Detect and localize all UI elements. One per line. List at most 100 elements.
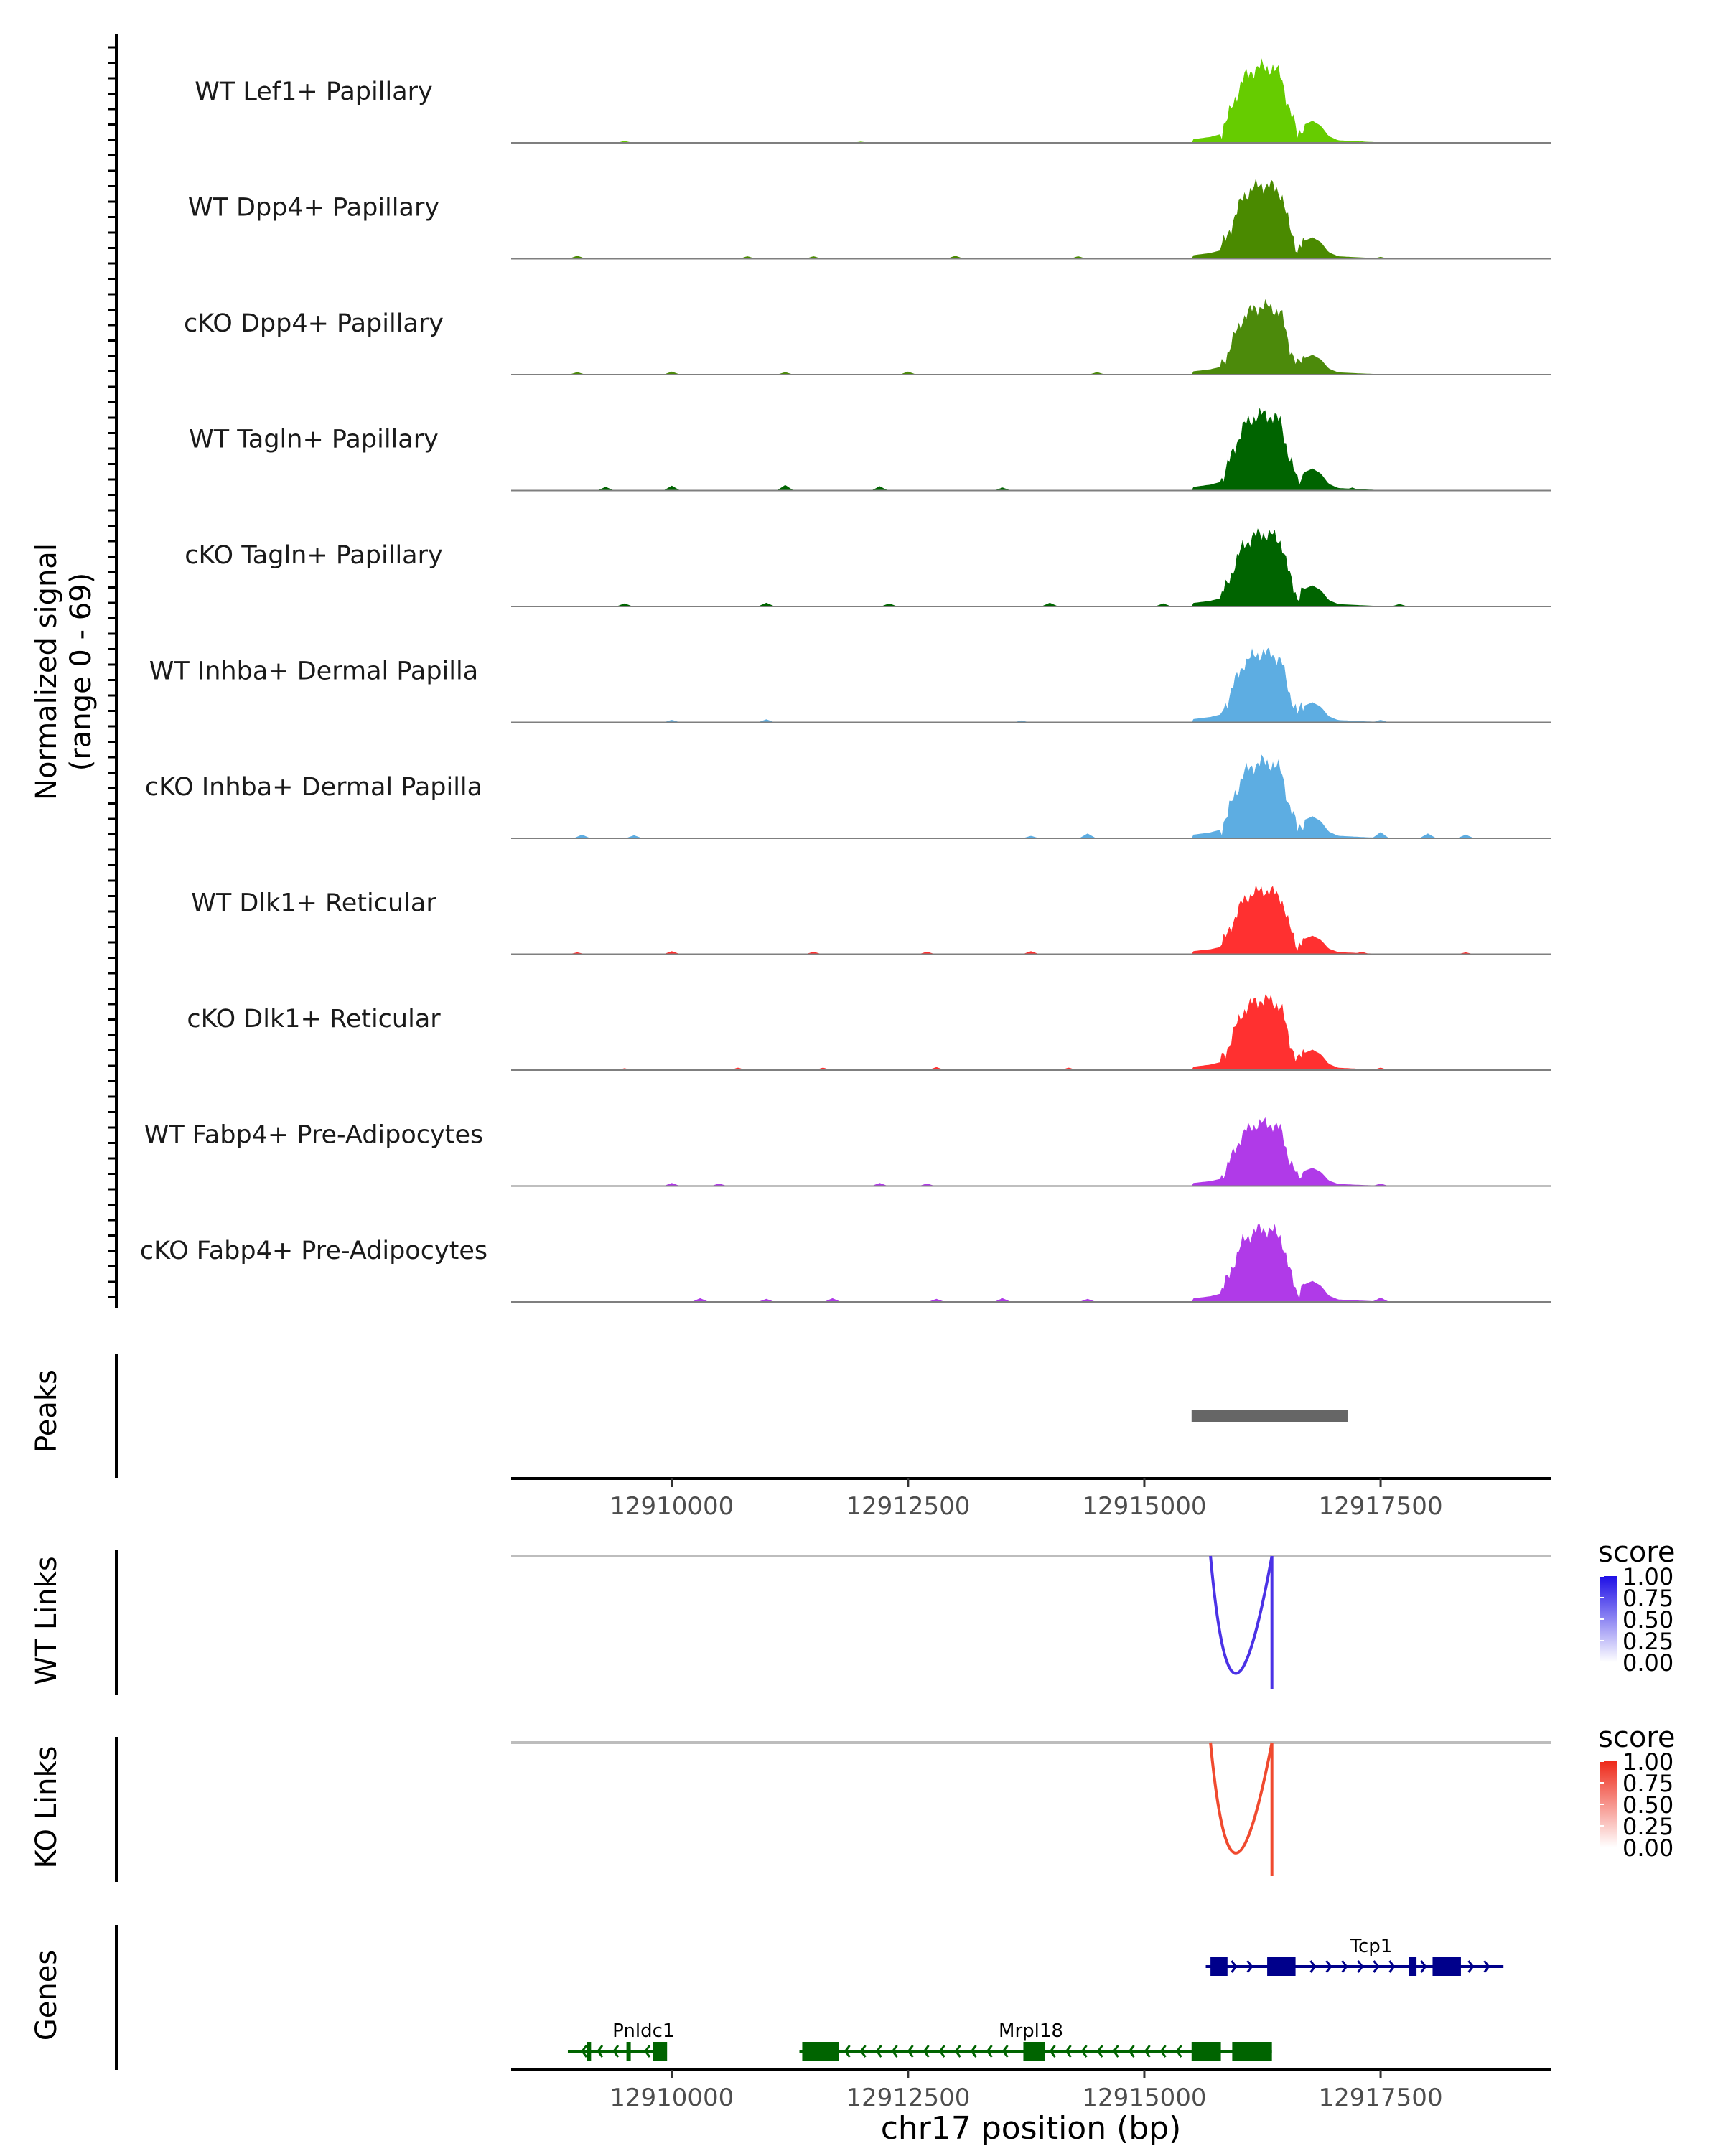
- strand-arrow: [644, 2045, 651, 2058]
- strand-arrow: [891, 2045, 898, 2058]
- gene: Pnldc1: [567, 2020, 674, 2061]
- strand-arrow: [1159, 2045, 1167, 2058]
- xaxis-tick-label: 12917500: [1319, 1492, 1443, 1521]
- track-label: cKO Inhba+ Dermal Papilla: [145, 773, 482, 802]
- gene-exon: [1267, 1957, 1296, 1976]
- ko-links-ylabel: KO Links: [30, 1746, 63, 1869]
- coverage-track: WT Lef1+ Papillary: [195, 58, 1551, 144]
- link-arc: [1209, 1742, 1274, 1855]
- legend-tick-label: 0.25: [1622, 1813, 1673, 1840]
- legend-tick-label: 0.25: [1622, 1628, 1673, 1655]
- legend-tick-label: 0.00: [1622, 1834, 1673, 1862]
- strand-arrow: [970, 2045, 977, 2058]
- track-label: cKO Fabp4+ Pre-Adipocytes: [140, 1237, 487, 1265]
- strand-arrow: [1231, 1960, 1238, 1973]
- strand-arrow: [1388, 1960, 1396, 1973]
- coverage-track: cKO Inhba+ Dermal Papilla: [145, 754, 1551, 839]
- coverage-track: WT Tagln+ Papillary: [189, 407, 1551, 492]
- strand-arrow: [612, 2045, 620, 2058]
- genes-ylabel: Genes: [30, 1950, 63, 2040]
- strand-arrow: [923, 2045, 930, 2058]
- strand-arrow: [1483, 1960, 1490, 1973]
- xaxis-tick-label: 12910000: [610, 2084, 734, 2112]
- legend-title: score: [1598, 1536, 1675, 1569]
- xaxis-tick-label: 12917500: [1319, 2084, 1443, 2112]
- coverage-track: WT Dpp4+ Papillary: [188, 178, 1551, 260]
- gene: Mrpl18: [799, 2020, 1272, 2061]
- link-track: [511, 1555, 1551, 1689]
- legend-tick-label: 1.00: [1622, 1563, 1673, 1590]
- wt-links-ylabel: WT Links: [30, 1556, 63, 1684]
- gene: Tcp1: [1205, 1936, 1504, 1976]
- strand-arrow: [1420, 1960, 1427, 1973]
- strand-arrow: [1246, 1960, 1253, 1973]
- gene-exon: [802, 2042, 839, 2061]
- track-label: WT Dpp4+ Papillary: [188, 194, 439, 222]
- strand-arrow: [1357, 1960, 1364, 1973]
- coverage-track: WT Inhba+ Dermal Papilla: [149, 647, 1551, 723]
- strand-arrow: [1373, 1960, 1380, 1973]
- peak-region: [1191, 1410, 1348, 1422]
- strand-arrow: [1341, 1960, 1348, 1973]
- track-label: WT Dlk1+ Reticular: [191, 889, 436, 918]
- peaks-xaxis-ticks: 12910000 12912500 12915000 12917500: [610, 1478, 1443, 1521]
- coverage-track: cKO Dpp4+ Papillary: [184, 299, 1551, 375]
- coverage-track: cKO Tagln+ Papillary: [185, 528, 1551, 607]
- legend-tick-label: 0.00: [1622, 1649, 1673, 1677]
- coverage-area: [511, 647, 1551, 723]
- coverage-area: [511, 884, 1551, 955]
- strand-arrow: [1128, 2045, 1135, 2058]
- gene-exon: [1191, 2042, 1221, 2061]
- coverage-ylabel-line1: Normalized signal: [30, 543, 63, 800]
- coverage-area: [511, 1224, 1551, 1302]
- peaks-track: [1191, 1410, 1348, 1422]
- xaxis-tick-label: 12915000: [1082, 1492, 1206, 1521]
- strand-arrow: [1065, 2045, 1072, 2058]
- track-label: WT Lef1+ Papillary: [195, 78, 433, 106]
- coverage-track: cKO Dlk1+ Reticular: [187, 994, 1551, 1071]
- strand-arrow: [859, 2045, 867, 2058]
- legend-tick-label: 0.50: [1622, 1791, 1673, 1819]
- link-track: [511, 1741, 1551, 1876]
- legend-tick-label: 0.75: [1622, 1770, 1673, 1797]
- link-arc: [1209, 1555, 1274, 1675]
- strand-arrow: [1175, 2045, 1182, 2058]
- peaks-ylabel: Peaks: [30, 1369, 63, 1453]
- coverage-area: [511, 178, 1551, 259]
- gene-exon: [1432, 1957, 1461, 1976]
- coverage-track: cKO Fabp4+ Pre-Adipocytes: [140, 1224, 1551, 1303]
- track-label: cKO Dpp4+ Papillary: [184, 309, 444, 338]
- genes-xaxis-ticks: 12910000 12912500 12915000 12917500: [610, 2070, 1443, 2112]
- links-tracks: [511, 1555, 1551, 1876]
- coverage-area: [511, 528, 1551, 606]
- gene-exon: [587, 2042, 592, 2061]
- coverage-area: [511, 407, 1551, 491]
- gene-label: Pnldc1: [612, 2020, 674, 2042]
- coverage-ylabel-line2: (range 0 - 69): [65, 573, 98, 771]
- gene-exon: [1409, 1957, 1417, 1976]
- coverage-area: [511, 1117, 1551, 1186]
- track-label: WT Tagln+ Papillary: [189, 426, 439, 454]
- legend-title: score: [1598, 1721, 1675, 1754]
- gene-exon: [1232, 2042, 1272, 2061]
- gene-label: Mrpl18: [999, 2020, 1063, 2042]
- gene-label: Tcp1: [1349, 1936, 1392, 1957]
- strand-arrow: [581, 2045, 588, 2058]
- strand-arrow: [938, 2045, 945, 2058]
- xaxis-tick-label: 12912500: [846, 1492, 970, 1521]
- track-label: WT Inhba+ Dermal Papilla: [149, 657, 478, 686]
- gene-exon: [1210, 1957, 1228, 1976]
- legend-tick-label: 0.75: [1622, 1585, 1673, 1612]
- strand-arrow: [1112, 2045, 1119, 2058]
- strand-arrow: [986, 2045, 993, 2058]
- gene-exon: [1023, 2042, 1045, 2061]
- strand-arrow: [1144, 2045, 1151, 2058]
- track-label: cKO Dlk1+ Reticular: [187, 1005, 441, 1034]
- gene-exon: [653, 2042, 668, 2061]
- coverage-yaxis-ticks: [108, 46, 116, 1298]
- strand-arrow: [1096, 2045, 1103, 2058]
- strand-arrow: [1080, 2045, 1088, 2058]
- coverage-area: [511, 299, 1551, 375]
